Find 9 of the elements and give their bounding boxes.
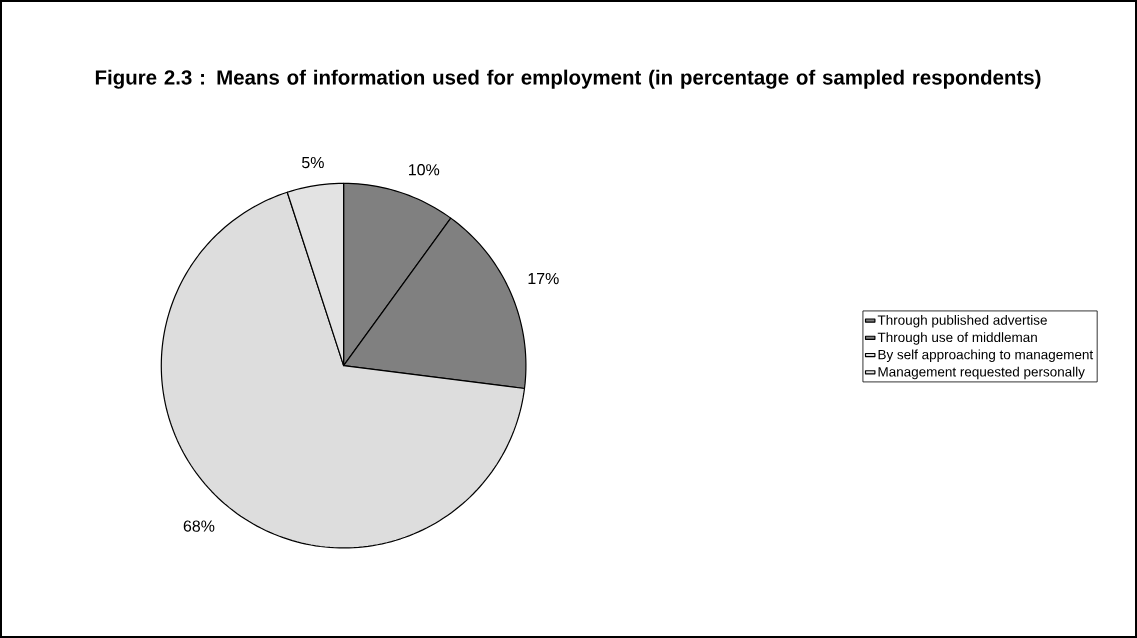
chart-title: Figure 2.3 : Means of information used for employment (in percentage of sampled respondents) [95,69,1041,89]
legend-label: By self approaching to management [878,349,1094,362]
legend-label: Through published advertise [877,314,1047,328]
data-label: 17% [528,272,559,285]
data-label: 68% [183,520,215,532]
data-label: 10% [409,164,440,176]
data-label: 5% [302,156,324,169]
legend-label: Through use of middleman [877,332,1037,345]
legend-label: Management requested personally [878,366,1085,380]
